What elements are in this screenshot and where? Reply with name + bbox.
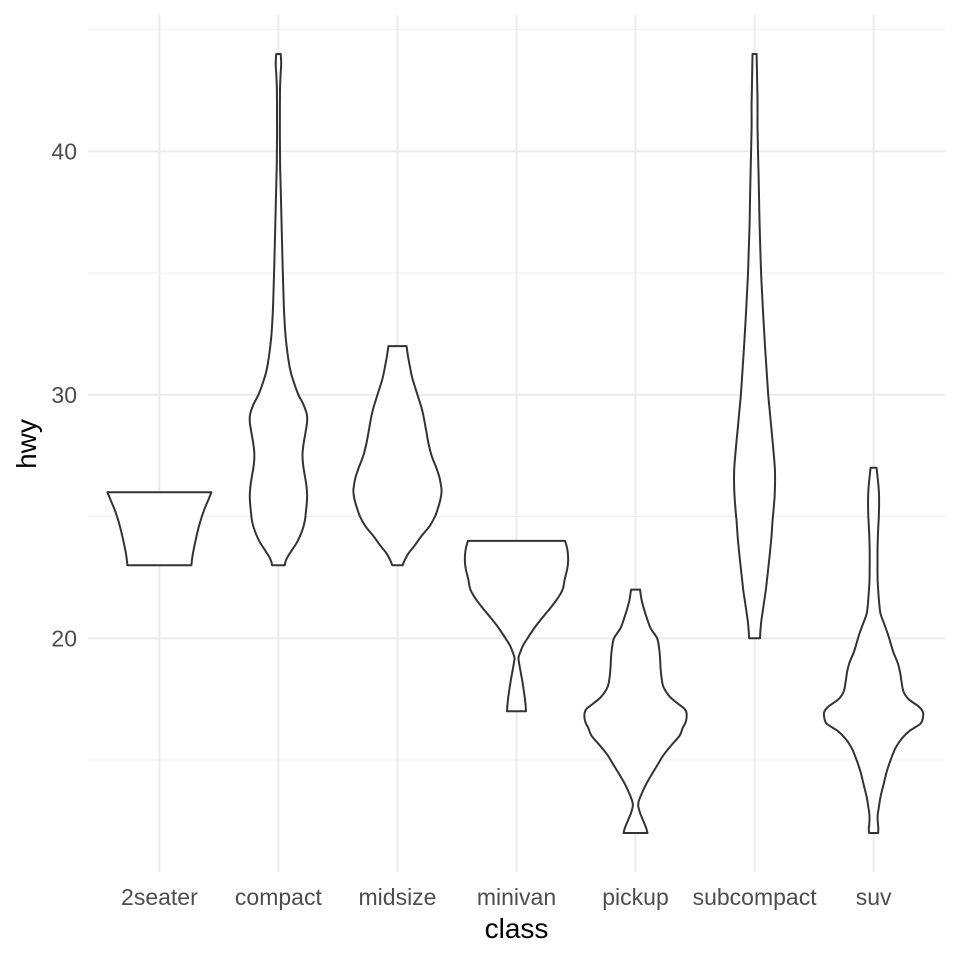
violin-subcompact bbox=[733, 53, 777, 640]
violin-midsize bbox=[352, 345, 443, 567]
x-axis-title: class bbox=[484, 913, 549, 944]
y-axis-title: hwy bbox=[11, 419, 42, 469]
x-tick-label: subcompact bbox=[693, 884, 818, 910]
violin-2seater bbox=[106, 491, 213, 567]
violin-shapes bbox=[106, 53, 925, 834]
violin-pickup bbox=[583, 588, 688, 834]
x-tick-label: minivan bbox=[477, 884, 556, 910]
x-tick-label: compact bbox=[235, 884, 323, 910]
x-tick-label: midsize bbox=[359, 884, 437, 910]
x-tick-label: pickup bbox=[602, 884, 668, 910]
gridlines-major bbox=[88, 15, 945, 872]
x-tick-label: suv bbox=[856, 884, 892, 910]
violin-suv bbox=[822, 466, 925, 834]
y-tick-label: 30 bbox=[51, 382, 77, 408]
y-tick-label: 20 bbox=[51, 625, 77, 651]
y-tick-label: 40 bbox=[51, 138, 77, 164]
violin-minivan bbox=[463, 539, 570, 713]
x-tick-label: 2seater bbox=[121, 884, 198, 910]
violin-compact bbox=[248, 53, 309, 567]
axis-tick-labels: 20 30 40 2seater compact midsize minivan pickup… bbox=[51, 138, 892, 910]
